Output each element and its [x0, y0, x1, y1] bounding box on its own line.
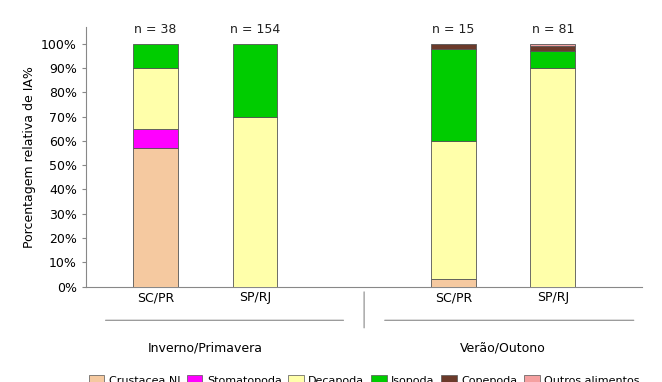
Bar [133, 148, 178, 286]
Text: n = 154: n = 154 [230, 23, 280, 36]
Text: Verão/Outono: Verão/Outono [460, 341, 546, 354]
Bar [530, 51, 575, 68]
Bar [133, 68, 178, 129]
Bar [232, 117, 277, 286]
Bar [431, 49, 476, 141]
Text: Inverno/Primavera: Inverno/Primavera [148, 341, 263, 354]
Bar [232, 44, 277, 117]
Legend: Crustacea NI, Stomatopoda, Decapoda, Isopoda, Copepoda, Outros alimentos: Crustacea NI, Stomatopoda, Decapoda, Iso… [84, 371, 644, 382]
Text: n = 38: n = 38 [134, 23, 177, 36]
Bar [530, 68, 575, 286]
Text: n = 15: n = 15 [432, 23, 475, 36]
Bar [530, 46, 575, 51]
Text: n = 81: n = 81 [532, 23, 574, 36]
Bar [431, 44, 476, 49]
Bar [133, 129, 178, 148]
Bar [133, 44, 178, 68]
Bar [431, 279, 476, 286]
Bar [431, 141, 476, 279]
Y-axis label: Porcentagem relativa de IA%: Porcentagem relativa de IA% [23, 66, 36, 248]
Bar [530, 44, 575, 46]
